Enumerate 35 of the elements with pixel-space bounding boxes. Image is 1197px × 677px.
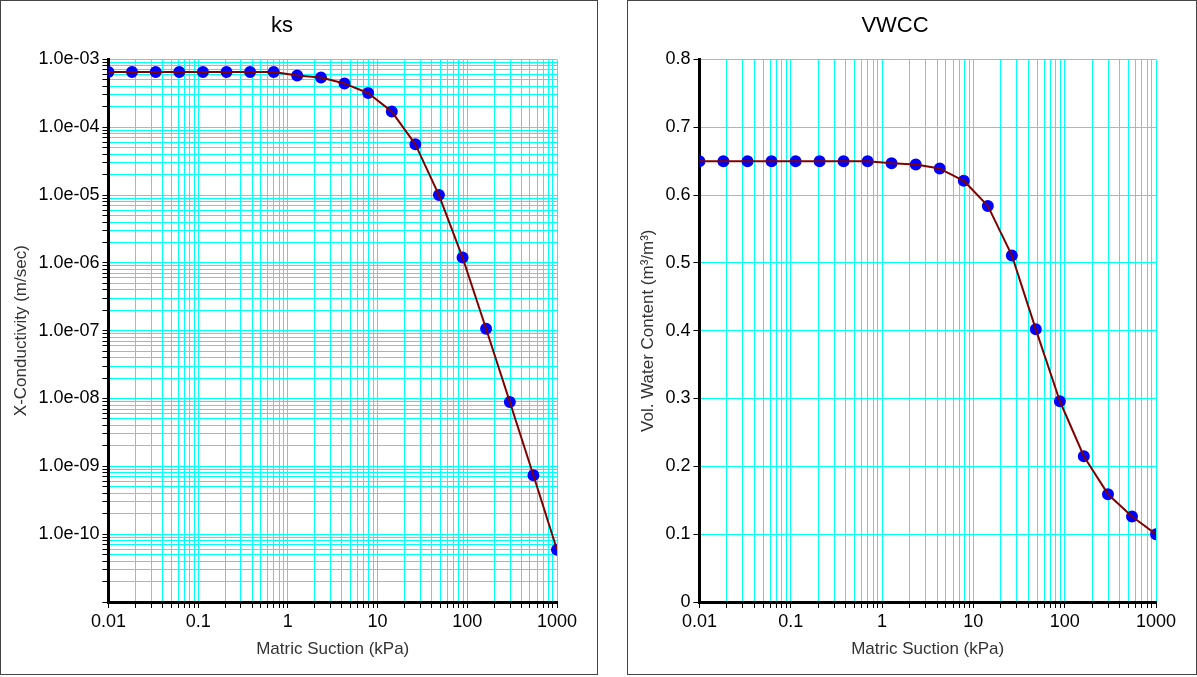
- chart-title: VWCC: [861, 12, 929, 38]
- x-tick-label: 10: [367, 610, 388, 631]
- y-tick-label: 1.0e-08: [38, 387, 100, 408]
- x-tick-label: 1: [877, 610, 888, 631]
- x-axis-title: Matric Suction (kPa): [256, 639, 410, 659]
- y-tick-label: 0.3: [665, 387, 691, 408]
- x-tick-label: 0.1: [185, 610, 211, 631]
- x-tick-label: 0.1: [778, 610, 804, 631]
- x-tick-label: 100: [452, 610, 483, 631]
- x-tick-label: 1: [282, 610, 293, 631]
- y-tick-label: 0: [680, 590, 691, 611]
- y-tick-label: 1.0e-07: [38, 319, 100, 340]
- x-tick-label: 1000: [536, 610, 578, 631]
- y-tick-label: 0.2: [665, 455, 691, 476]
- y-tick-label: 1.0e-05: [38, 184, 100, 205]
- y-tick-label: 1.0e-10: [38, 523, 100, 544]
- y-tick-label: 0.1: [665, 523, 691, 544]
- x-axis-title: Matric Suction (kPa): [851, 639, 1005, 659]
- x-tick-label: 10: [963, 610, 984, 631]
- x-tick-label: 1000: [1135, 610, 1177, 631]
- y-tick-label: 1.0e-04: [38, 116, 100, 137]
- y-tick-label: 0.5: [665, 251, 691, 272]
- y-tick-label: 0.7: [665, 116, 691, 137]
- y-tick-label: 0.4: [665, 319, 691, 340]
- y-axis-title: Vol. Water Content (m³/m³): [637, 229, 657, 432]
- x-tick-label: 0.01: [681, 610, 717, 631]
- y-tick-label: 0.6: [665, 184, 691, 205]
- y-tick-label: 1.0e-03: [38, 48, 100, 69]
- y-tick-label: 0.8: [665, 48, 691, 69]
- x-tick-label: 0.01: [90, 610, 126, 631]
- y-tick-label: 1.0e-09: [38, 455, 100, 476]
- x-tick-label: 100: [1049, 610, 1080, 631]
- y-tick-label: 1.0e-06: [38, 251, 100, 272]
- chart-title: ks: [271, 12, 293, 38]
- y-axis-title: X-Conductivity (m/sec): [10, 245, 30, 417]
